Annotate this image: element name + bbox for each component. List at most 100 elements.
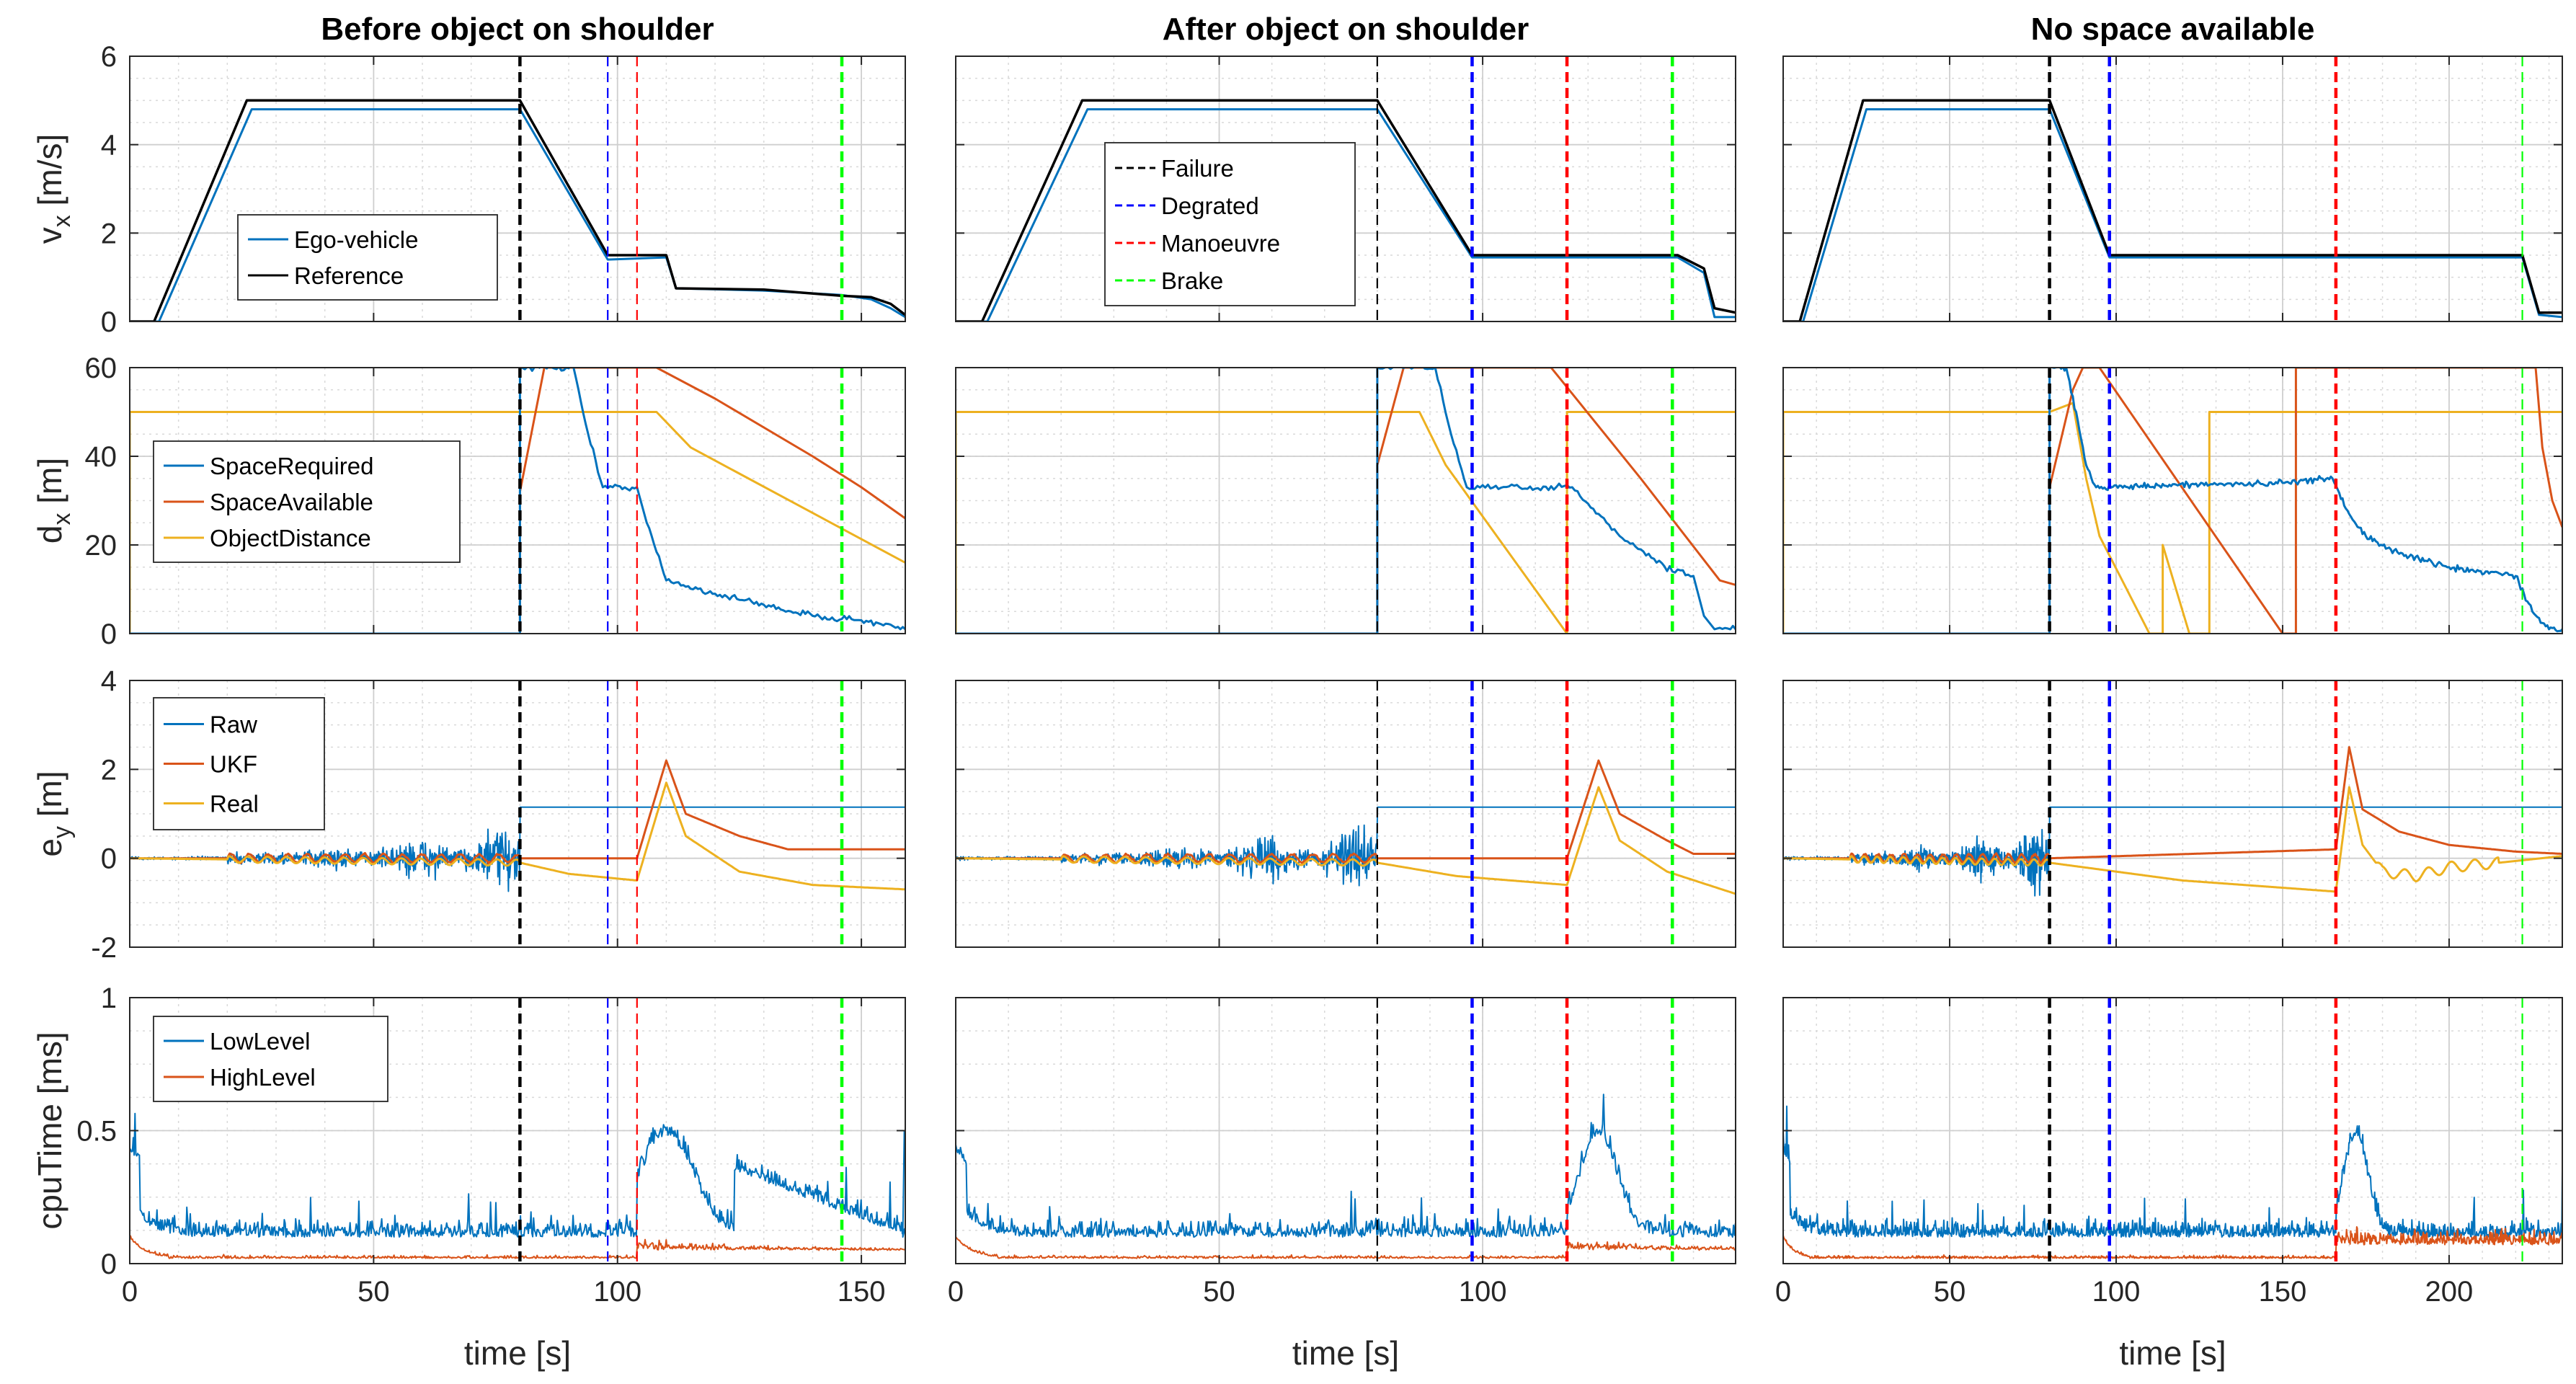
series-line-highlevel [130, 1235, 905, 1259]
legend-label: LowLevel [210, 1028, 310, 1055]
y-label-unit: [m] [31, 771, 68, 826]
plot-area [956, 998, 1736, 1264]
x-tick-label: 50 [357, 1276, 390, 1308]
legend-label: Manoeuvre [1161, 230, 1280, 257]
panel [955, 680, 1736, 948]
y-label-main: d [31, 525, 68, 544]
x-tick-label: 150 [2259, 1276, 2307, 1308]
series-line-raw [956, 806, 1736, 887]
panel [1782, 56, 2563, 322]
axes-frame [129, 56, 906, 322]
series-line-highlevel [1783, 1226, 2562, 1259]
axes-frame [1782, 367, 2563, 634]
x-tick-label: 100 [2092, 1276, 2141, 1308]
x-tick-label: 50 [1934, 1276, 1966, 1308]
series-line-real [1783, 786, 2562, 893]
column-title: Before object on shoulder [321, 12, 714, 47]
axes-frame [1782, 56, 2563, 322]
panel: 0 50 100 150 200 [1775, 997, 2563, 1308]
legend-label: HighLevel [210, 1064, 316, 1091]
y-tick-label: 0 [101, 618, 117, 650]
axes-frame [955, 56, 1736, 322]
series-line-ego-vehicle [956, 108, 1736, 321]
series-line-objectdistance [1783, 402, 2562, 634]
series-line-spacerequired [1783, 368, 2562, 634]
x-tick-label: 0 [1775, 1276, 1791, 1308]
panel [1782, 680, 2563, 948]
legend-label: SpaceRequired [210, 453, 374, 479]
y-label-unit: [m] [31, 458, 68, 513]
plot-area [130, 368, 905, 634]
series-line-real [130, 781, 905, 891]
series-line-reference [130, 99, 905, 321]
y-tick-label: 20 [85, 530, 117, 562]
legend-label: UKF [210, 751, 257, 778]
series-line-ego-vehicle [1783, 108, 2562, 321]
series-line-raw [130, 806, 905, 892]
y-label-unit: [m/s] [31, 134, 68, 215]
plot-area [956, 368, 1736, 634]
series-line-reference [1783, 99, 2562, 321]
y-tick-label: -2 [91, 932, 117, 964]
y-label-subscript: x [48, 215, 76, 227]
legend-label: Real [210, 791, 259, 817]
series-line-lowlevel [130, 1112, 905, 1238]
y-tick-label: 0.5 [76, 1116, 117, 1148]
y-axis-label: cpuTime [ms] [31, 1032, 68, 1229]
plot-area [130, 998, 905, 1264]
plot-area [1783, 56, 2562, 321]
panel: 0 0.5 1 0 50 100 150 LowLevel HighLevel [76, 982, 906, 1308]
y-tick-label: 0 [101, 843, 117, 875]
series-line-raw [1783, 806, 2562, 897]
series-line-lowlevel [956, 1094, 1736, 1238]
series-line-lowlevel [1783, 1105, 2562, 1238]
y-tick-label: 2 [101, 754, 117, 786]
legend-dx: SpaceRequired SpaceAvailable ObjectDistanc… [153, 440, 461, 563]
legend-label: Reference [294, 262, 404, 289]
x-axis-label: time [s] [464, 1334, 571, 1372]
panel: -2 0 2 4 Raw UKF Real [91, 665, 906, 964]
legend-label: ObjectDistance [210, 525, 371, 551]
series-line-highlevel [956, 1236, 1736, 1259]
y-axis-label: vx [m/s] [31, 134, 76, 244]
y-tick-label: 4 [101, 130, 117, 161]
x-tick-label: 50 [1203, 1276, 1235, 1308]
panel [1782, 367, 2563, 634]
plot-area [1783, 368, 2562, 634]
legend-cpu: LowLevel HighLevel [153, 1016, 388, 1102]
legend-label: Ego-vehicle [294, 226, 418, 253]
y-axis-label: dx [m] [31, 458, 76, 544]
panel: 0 50 100 [948, 997, 1736, 1308]
plot-area [956, 56, 1736, 321]
series-line-ukf [956, 759, 1736, 864]
axes-frame [129, 367, 906, 634]
plot-area [130, 680, 905, 947]
y-tick-label: 1 [101, 982, 117, 1014]
column-title: No space available [2031, 12, 2315, 47]
axes-frame [955, 367, 1736, 634]
y-tick-label: 4 [101, 665, 117, 697]
legend-label: Degrated [1161, 192, 1259, 219]
legend-ey: Raw UKF Real [153, 697, 325, 830]
series-line-real [956, 786, 1736, 895]
legend-vx: Ego-vehicle Reference [237, 214, 498, 301]
series-line-objectdistance [130, 411, 905, 634]
legend-label: Failure [1161, 155, 1234, 182]
plot-area [1783, 680, 2562, 947]
panel: 0 2 4 6 Ego-vehicle Reference [101, 41, 906, 338]
y-tick-label: 40 [85, 441, 117, 473]
legend-label: Raw [210, 711, 257, 738]
axes-frame [955, 680, 1736, 948]
legend-label: SpaceAvailable [210, 489, 373, 515]
x-axis-label: time [s] [2119, 1334, 2226, 1372]
column-titles: Before object on shoulder After object on… [321, 12, 2314, 47]
legend-box [237, 214, 498, 301]
y-label-main: e [31, 838, 68, 857]
panel [955, 367, 1736, 634]
x-tick-label: 150 [838, 1276, 886, 1308]
y-tick-label: 0 [101, 1248, 117, 1280]
plot-area [956, 680, 1736, 947]
panel: 0 20 40 60 SpaceRequired SpaceAvailable Object… [85, 352, 906, 650]
y-label-subscript: y [48, 826, 76, 838]
